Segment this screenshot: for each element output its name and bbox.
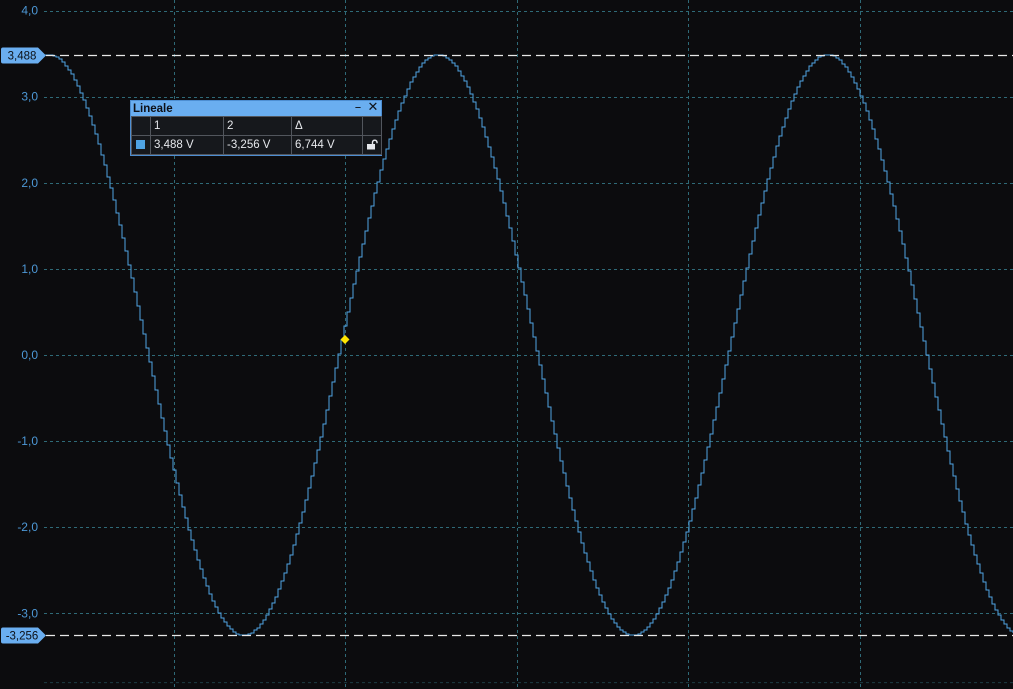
ruler-title: Lineale [133, 102, 173, 115]
close-button[interactable]: ✕ [367, 100, 379, 115]
trace-layer [44, 54, 1013, 636]
ruler-table: 1 2 Δ 3,488 V -3,256 V 6,744 V [131, 116, 382, 155]
y-tick-label: 4,0 [21, 4, 38, 18]
y-axis-ticks: 4,0 3,0 2,0 1,0 0,0 -1,0 -2,0 -3,0 [17, 4, 38, 621]
ruler-value-1: 3,488 V [150, 135, 224, 155]
ruler-title-bar[interactable]: Lineale – ✕ [131, 100, 381, 116]
channel-swatch [136, 140, 145, 150]
minimize-button[interactable]: – [354, 100, 362, 115]
cursor-tag-label: -3,256 [6, 631, 39, 643]
cursor-tag-2[interactable]: -3,256 [1, 627, 46, 644]
cursor-tag-1[interactable]: 3,488 [1, 47, 46, 64]
ruler-delta: 6,744 V [291, 135, 363, 155]
y-tick-label: 2,0 [21, 176, 38, 190]
y-tick-label: 3,0 [21, 90, 38, 104]
ruler-header-cursor-1: 1 [150, 116, 224, 136]
cursor-tag-shape [1, 627, 46, 644]
ruler-row-swatch-cell [131, 135, 151, 155]
cursor-tag-label: 3,488 [8, 51, 37, 63]
ruler-header-lock [362, 116, 382, 136]
y-tick-label: 1,0 [21, 262, 38, 276]
y-tick-label: -3,0 [17, 606, 38, 620]
y-tick-label: -1,0 [17, 434, 38, 448]
cursor-layer: 3,488 -3,256 [1, 47, 1013, 644]
unlock-icon[interactable] [366, 139, 378, 150]
marker-layer [340, 335, 350, 345]
ruler-row: 3,488 V -3,256 V 6,744 V [131, 135, 382, 155]
ruler-value-2: -3,256 V [223, 135, 292, 155]
trigger-marker[interactable] [340, 335, 350, 345]
ruler-panel[interactable]: Lineale – ✕ 1 2 Δ 3,488 V -3,256 V 6,744… [130, 100, 382, 156]
cursor-tag-shape [1, 47, 46, 64]
y-tick-label: -2,0 [17, 520, 38, 534]
ruler-header-delta: Δ [291, 116, 363, 136]
ruler-header-swatch [131, 116, 151, 136]
ruler-lock-cell[interactable] [362, 135, 382, 155]
y-tick-label: 0,0 [21, 348, 38, 362]
waveform-trace [44, 54, 1013, 636]
ruler-header-cursor-2: 2 [223, 116, 292, 136]
ruler-header-row: 1 2 Δ [131, 116, 382, 136]
